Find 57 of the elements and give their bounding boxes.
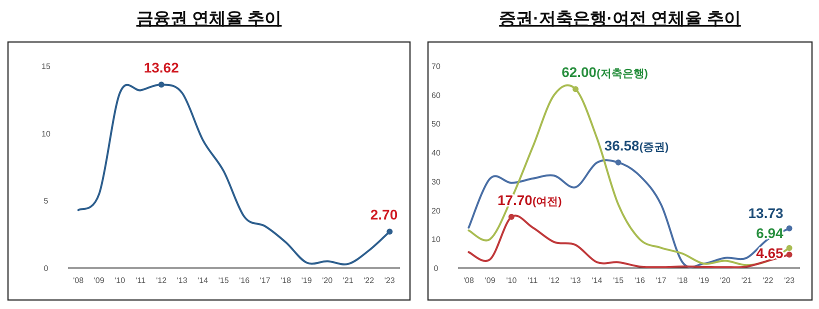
x-tick-label: '23 [784, 276, 796, 285]
x-tick-label: '08 [463, 276, 474, 285]
x-tick-label: '16 [239, 276, 250, 285]
x-tick-label: '22 [762, 276, 774, 285]
point [572, 86, 579, 92]
x-tick-label: '08 [73, 276, 84, 285]
x-tick-label: '23 [384, 276, 396, 285]
annotation: 36.58(증권) [604, 137, 670, 154]
point [786, 244, 792, 251]
y-tick-label: 0 [44, 264, 49, 273]
y-tick-label: 60 [432, 90, 441, 100]
y-tick-label: 70 [432, 62, 441, 71]
point [508, 214, 514, 220]
x-tick-label: '15 [613, 276, 624, 285]
x-tick-label: '13 [176, 276, 188, 285]
annotation: 62.00(저축은행) [562, 64, 648, 80]
y-tick-label: 10 [42, 129, 51, 138]
x-tick-label: '19 [698, 276, 710, 285]
x-tick-label: '20 [322, 276, 334, 285]
x-tick-label: '16 [634, 276, 646, 285]
x-tick-label: '14 [198, 276, 209, 285]
point [786, 252, 792, 258]
x-tick-label: '17 [656, 276, 667, 285]
point [615, 159, 622, 166]
x-tick-label: '10 [114, 276, 126, 285]
annotation: 2.70 [370, 206, 398, 223]
y-tick-label: 40 [432, 148, 441, 158]
chart-title: 금융권 연체율 추이 [136, 9, 282, 28]
y-tick-label: 20 [432, 206, 441, 216]
x-tick-label: '18 [677, 276, 688, 285]
x-tick-label: '09 [484, 276, 496, 285]
x-tick-label: '22 [364, 276, 375, 285]
x-tick-label: '18 [280, 276, 292, 285]
annotation: 13.62 [144, 60, 180, 76]
x-tick-label: '12 [156, 276, 168, 285]
x-tick-label: '10 [506, 276, 518, 285]
y-tick-label: 30 [432, 177, 441, 186]
chart-title: 증권·저축은행·여전 연체율 추이 [499, 9, 741, 28]
x-tick-label: '19 [301, 276, 312, 285]
y-tick-label: 0 [434, 264, 439, 273]
x-tick-label: '14 [592, 276, 603, 285]
x-tick-label: '17 [260, 276, 271, 285]
y-tick-label: 50 [432, 120, 441, 129]
x-tick-label: '15 [218, 276, 230, 285]
x-tick-label: '09 [94, 276, 105, 285]
x-tick-label: '21 [342, 276, 354, 285]
y-tick-label: 5 [44, 196, 49, 206]
x-tick-label: '11 [528, 276, 538, 285]
annotation: 13.73 [748, 205, 784, 221]
point [786, 225, 792, 232]
x-tick-label: '11 [136, 276, 146, 285]
x-tick-label: '20 [720, 276, 731, 285]
x-tick-label: '13 [570, 276, 582, 285]
x-tick-label: '12 [548, 276, 560, 285]
y-tick-label: 15 [42, 62, 51, 71]
x-tick-label: '21 [741, 276, 752, 285]
y-tick-label: 10 [432, 235, 441, 244]
